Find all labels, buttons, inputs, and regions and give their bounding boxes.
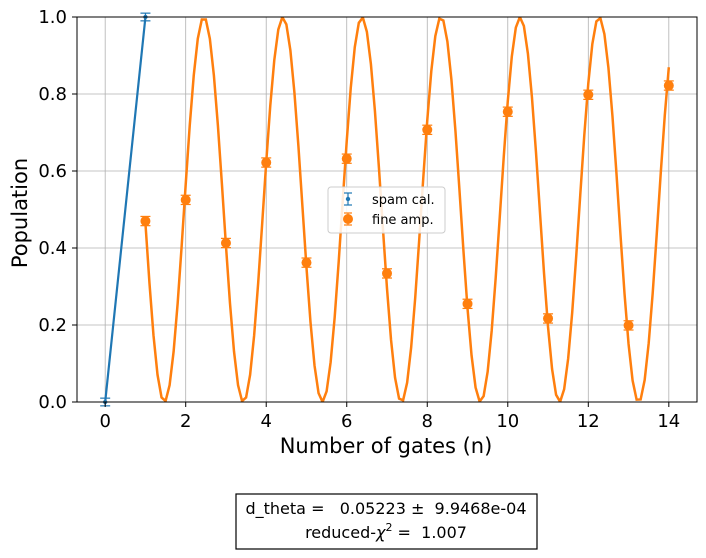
data-point-fine-amp [462,298,473,310]
y-tick-label: 0.2 [38,315,67,336]
marker [180,194,191,205]
data-point-fine-amp [301,257,312,268]
x-tick-label: 0 [99,411,110,432]
data-point-fine-amp [261,157,272,168]
legend: spam cal. fine amp. [327,186,446,234]
x-tick-label: 6 [341,411,352,432]
x-tick-label: 14 [657,411,680,432]
marker [583,89,594,100]
data-point-fine-amp [422,124,433,136]
fit-line-spam-cal [104,17,147,402]
data-point-fine-amp [341,153,352,164]
fit-result-box: d_theta = 0.05223 ± 9.9468e-04 reduced-χ… [235,493,538,550]
x-tick-label: 12 [577,411,600,432]
legend-frame [327,186,446,234]
legend-marker-fine-amp [343,212,353,226]
fit-lines [104,17,671,402]
legend-label-spam-cal: spam cal. [372,193,435,208]
y-tick-label: 1.0 [38,7,67,28]
x-tick-label: 4 [260,411,271,432]
fit-result-chi2: reduced-χ2 = 1.007 [305,521,467,542]
data-point-fine-amp [663,80,674,91]
axes [76,16,698,403]
x-tick-label: 8 [422,411,433,432]
data-point-fine-amp [180,194,191,206]
data-point-fine-amp [140,215,151,227]
marker [422,124,433,135]
marker [140,216,151,227]
marker [623,320,634,331]
legend-label-fine-amp: fine amp. [372,213,434,228]
marker [502,106,513,117]
fit-result-d-theta: d_theta = 0.05223 ± 9.9468e-04 [245,499,526,519]
marker [462,298,473,309]
marker [261,157,272,168]
data-point-fine-amp [543,313,554,324]
y-axis-label: Population [8,158,32,268]
legend-marker-spam-cal [344,192,352,206]
x-tick-label: 2 [180,411,191,432]
marker [341,153,352,164]
marker [220,237,231,248]
data-points [100,12,674,407]
x-tick-label: 10 [496,411,519,432]
fit-result-frame [235,493,538,550]
data-point-fine-amp [623,320,634,331]
data-point-fine-amp [502,106,513,117]
y-tick-label: 0.6 [38,161,67,182]
marker [301,257,312,268]
x-axis-label: Number of gates (n) [280,434,493,458]
data-point-fine-amp [382,268,392,279]
marker [663,80,674,91]
y-tick-label: 0.8 [38,84,67,105]
data-point-fine-amp [220,237,231,249]
data-point-fine-amp [583,89,594,100]
plot-frame [76,16,698,403]
fit-curve-fine-amp [144,17,671,402]
marker [543,313,554,324]
marker [382,268,392,279]
y-tick-label: 0.4 [38,238,67,259]
ticks: 0 2 4 6 8 10 12 14 0.0 0.2 0.4 0.6 0.8 1.0 [38,7,680,432]
y-tick-label: 0.0 [38,392,67,413]
